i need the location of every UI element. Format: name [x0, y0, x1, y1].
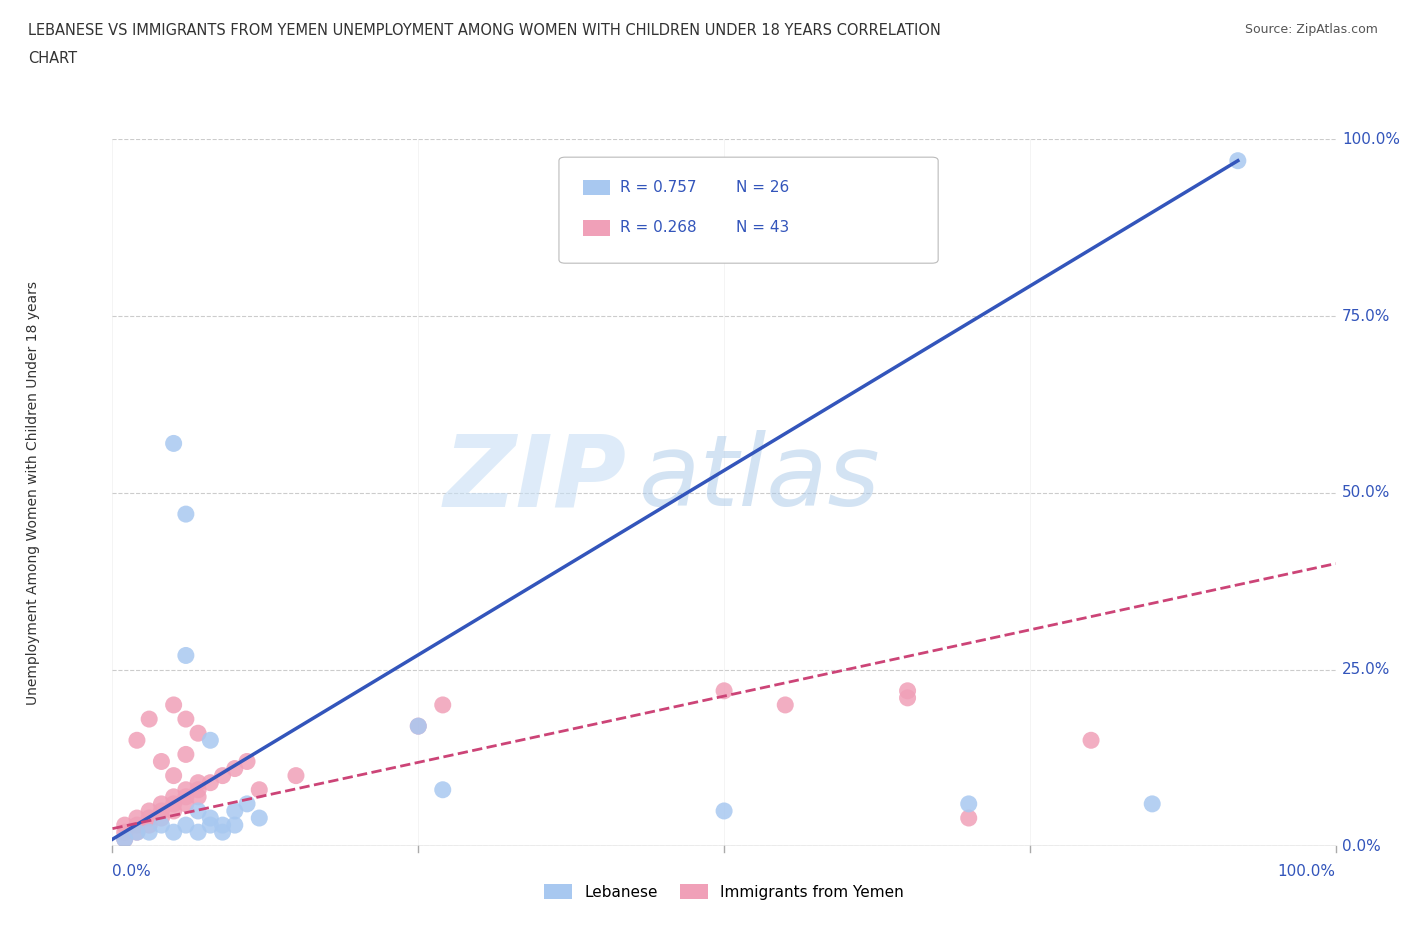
- Text: R = 0.268: R = 0.268: [620, 220, 697, 235]
- Point: [200, 817, 222, 832]
- Point: [114, 831, 136, 846]
- Text: 25.0%: 25.0%: [1341, 662, 1391, 677]
- Point: [224, 804, 246, 818]
- Point: [284, 768, 308, 783]
- Point: [200, 811, 222, 826]
- Text: 0.0%: 0.0%: [1341, 839, 1381, 854]
- Point: [138, 817, 160, 832]
- Point: [150, 754, 173, 769]
- Point: [236, 754, 259, 769]
- Point: [957, 811, 980, 826]
- Point: [163, 698, 186, 712]
- Point: [150, 804, 173, 818]
- Point: [187, 776, 209, 790]
- Text: 0.0%: 0.0%: [112, 864, 152, 879]
- Point: [1226, 153, 1249, 168]
- Text: 100.0%: 100.0%: [1341, 132, 1400, 147]
- Text: 100.0%: 100.0%: [1278, 864, 1336, 879]
- FancyBboxPatch shape: [560, 157, 938, 263]
- Point: [125, 825, 148, 840]
- Bar: [583, 220, 610, 235]
- Point: [775, 698, 797, 712]
- Point: [408, 719, 430, 734]
- Point: [187, 790, 209, 804]
- Point: [211, 768, 233, 783]
- Point: [957, 796, 980, 811]
- Point: [200, 776, 222, 790]
- Point: [174, 711, 197, 726]
- Text: Source: ZipAtlas.com: Source: ZipAtlas.com: [1244, 23, 1378, 36]
- Point: [174, 507, 197, 522]
- Point: [138, 804, 160, 818]
- Point: [174, 747, 197, 762]
- Point: [211, 817, 233, 832]
- Bar: [583, 179, 610, 195]
- Point: [174, 648, 197, 663]
- Point: [224, 761, 246, 776]
- Point: [114, 831, 136, 846]
- Point: [432, 698, 454, 712]
- Point: [187, 725, 209, 740]
- Point: [138, 825, 160, 840]
- Point: [174, 782, 197, 797]
- Point: [174, 817, 197, 832]
- Text: N = 43: N = 43: [737, 220, 790, 235]
- Point: [163, 436, 186, 451]
- Point: [150, 811, 173, 826]
- Text: 75.0%: 75.0%: [1341, 309, 1391, 324]
- Point: [174, 796, 197, 811]
- Point: [713, 684, 735, 698]
- Point: [125, 811, 148, 826]
- Point: [897, 690, 920, 705]
- Point: [150, 796, 173, 811]
- Point: [224, 817, 246, 832]
- Text: LEBANESE VS IMMIGRANTS FROM YEMEN UNEMPLOYMENT AMONG WOMEN WITH CHILDREN UNDER 1: LEBANESE VS IMMIGRANTS FROM YEMEN UNEMPL…: [28, 23, 941, 38]
- Point: [211, 825, 233, 840]
- Point: [138, 711, 160, 726]
- Text: ZIP: ZIP: [443, 431, 626, 527]
- Point: [125, 817, 148, 832]
- Point: [236, 796, 259, 811]
- Legend: Lebanese, Immigrants from Yemen: Lebanese, Immigrants from Yemen: [538, 878, 910, 906]
- Point: [187, 804, 209, 818]
- Point: [163, 790, 186, 804]
- Point: [247, 811, 270, 826]
- Text: CHART: CHART: [28, 51, 77, 66]
- Point: [163, 796, 186, 811]
- Point: [1080, 733, 1102, 748]
- Point: [432, 782, 454, 797]
- Point: [897, 684, 920, 698]
- Text: atlas: atlas: [638, 431, 880, 527]
- Point: [114, 825, 136, 840]
- Point: [138, 811, 160, 826]
- Point: [163, 825, 186, 840]
- Point: [713, 804, 735, 818]
- Point: [163, 768, 186, 783]
- Point: [1142, 796, 1164, 811]
- Point: [125, 733, 148, 748]
- Text: R = 0.757: R = 0.757: [620, 180, 696, 195]
- Text: N = 26: N = 26: [737, 180, 790, 195]
- Point: [187, 825, 209, 840]
- Point: [150, 817, 173, 832]
- Text: Unemployment Among Women with Children Under 18 years: Unemployment Among Women with Children U…: [25, 281, 39, 705]
- Point: [408, 719, 430, 734]
- Point: [174, 790, 197, 804]
- Point: [187, 782, 209, 797]
- Point: [247, 782, 270, 797]
- Point: [163, 804, 186, 818]
- Point: [125, 825, 148, 840]
- Point: [200, 733, 222, 748]
- Point: [114, 817, 136, 832]
- Text: 50.0%: 50.0%: [1341, 485, 1391, 500]
